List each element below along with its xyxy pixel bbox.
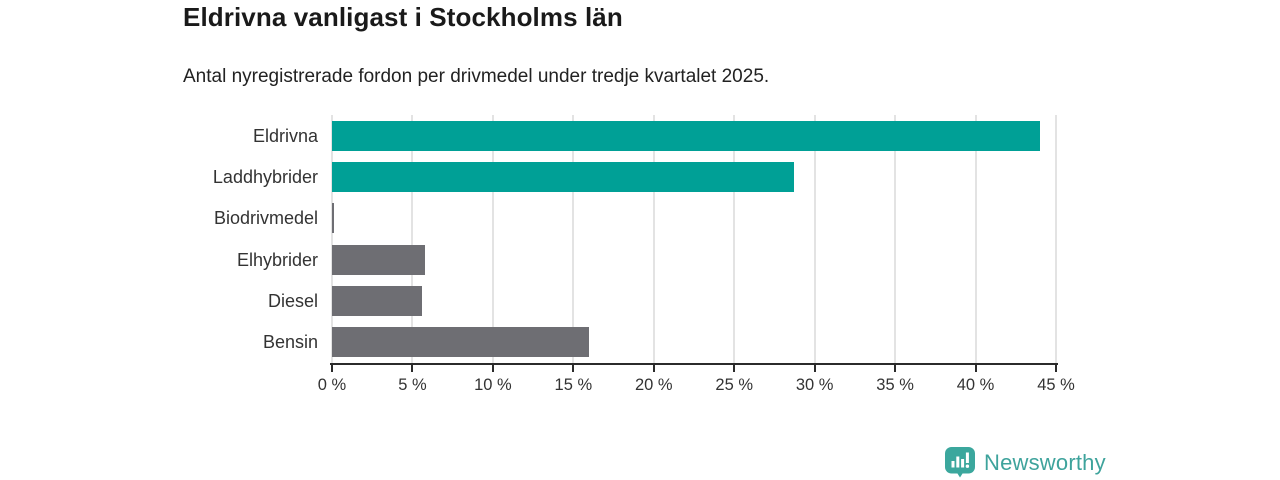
x-axis-tick-10 — [491, 363, 494, 372]
x-axis-tick-15 — [572, 363, 575, 372]
category-label-elhybrider: Elhybrider — [236, 249, 318, 270]
x-axis-tick-label-30: 30 % — [795, 376, 834, 394]
chart-title: Eldrivna vanligast i Stockholms län — [183, 2, 623, 32]
x-axis-tick-25 — [733, 363, 736, 372]
category-label-eldrivna: Eldrivna — [252, 125, 318, 146]
x-axis-tick-label-5: 5 % — [398, 376, 427, 394]
gridline-15 — [572, 115, 575, 363]
category-label-biodrivmedel: Biodrivmedel — [213, 208, 318, 229]
bar-bensin — [332, 327, 590, 358]
category-label-diesel: Diesel — [267, 291, 318, 311]
x-axis-tick-40 — [974, 363, 977, 372]
gridline-30 — [813, 115, 816, 363]
bar-elhybrider — [332, 244, 426, 275]
gridline-20 — [652, 115, 655, 363]
brand-name: Newsworthy — [984, 449, 1106, 475]
gridline-25 — [733, 115, 736, 363]
gridline-40 — [974, 115, 977, 363]
x-axis-line — [330, 363, 1058, 365]
chart-subtitle: Antal nyregistrerade fordon per drivmede… — [183, 66, 770, 87]
x-axis-tick-label-25: 25 % — [715, 376, 754, 394]
x-axis-tick-20 — [652, 363, 655, 372]
x-axis-tick-5 — [411, 363, 414, 372]
x-axis-tick-35 — [894, 363, 897, 372]
x-axis-tick-label-45: 45 % — [1037, 376, 1075, 394]
gridline-10 — [491, 115, 494, 363]
x-axis-tick-label-35: 35 % — [876, 376, 914, 394]
gridline-5 — [411, 115, 414, 363]
category-label-bensin: Bensin — [262, 332, 318, 353]
x-axis-tick-label-0: 0 % — [317, 376, 347, 394]
newsworthy-logo-icon — [945, 447, 975, 478]
x-axis-tick-label-40: 40 % — [956, 376, 995, 394]
category-label-laddhybrider: Laddhybrider — [212, 167, 318, 187]
brand-logo: Newsworthy — [944, 446, 1106, 479]
x-axis-tick-0 — [331, 363, 333, 372]
bar-eldrivna — [332, 120, 1040, 151]
bar-diesel — [332, 286, 423, 316]
x-axis-tick-45 — [1055, 363, 1057, 372]
gridline-45 — [1055, 115, 1057, 363]
gridline-0 — [331, 115, 333, 363]
x-axis-tick-label-10: 10 % — [474, 376, 512, 394]
gridline-35 — [894, 115, 897, 363]
x-axis-tick-label-15: 15 % — [554, 376, 593, 394]
bar-laddhybrider — [332, 162, 794, 192]
bar-biodrivmedel — [332, 203, 334, 234]
x-axis-tick-label-20: 20 % — [634, 376, 673, 394]
x-axis-tick-30 — [813, 363, 816, 372]
